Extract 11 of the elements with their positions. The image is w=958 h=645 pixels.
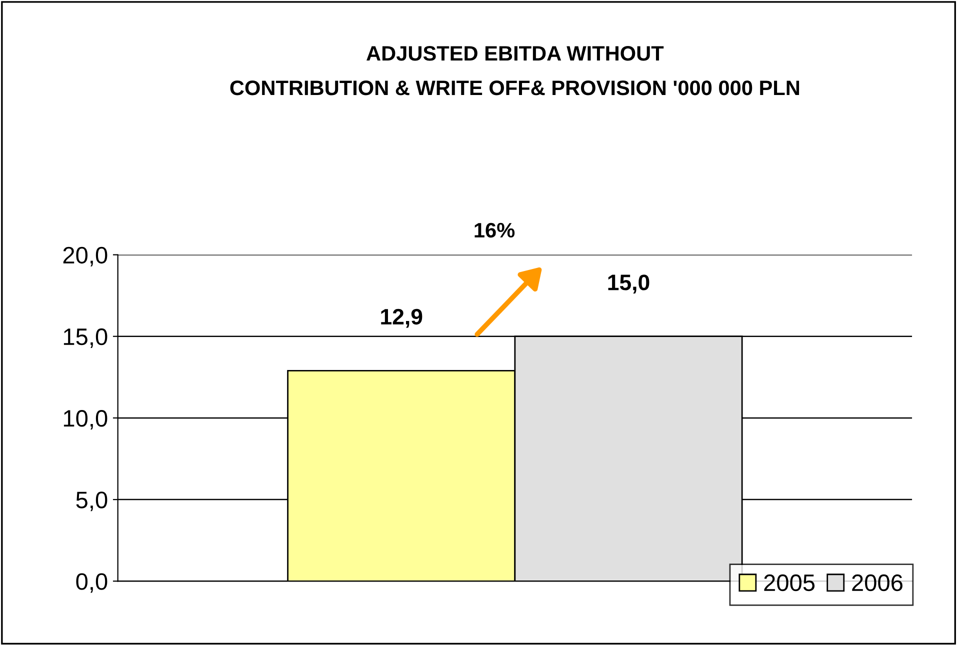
legend-label: 2006 [852, 574, 902, 592]
y-tick-label: 5,0 [76, 492, 108, 512]
y-tick-label: 10,0 [64, 410, 108, 430]
y-tick-label: 15,0 [64, 328, 108, 348]
chart-title: ADJUSTED EBITDA WITHOUT CONTRIBUTION & WRITE OFF& PROVISION '000 000 PLN [230, 46, 800, 96]
data-label: 15,0 [608, 274, 650, 294]
y-tick-label: 20,0 [63, 246, 108, 266]
legend-label: 2005 [764, 574, 815, 592]
data-label: 12,9 [381, 308, 422, 328]
text: 16% [474, 222, 515, 238]
y-tick-label: 0,0 [76, 573, 108, 593]
